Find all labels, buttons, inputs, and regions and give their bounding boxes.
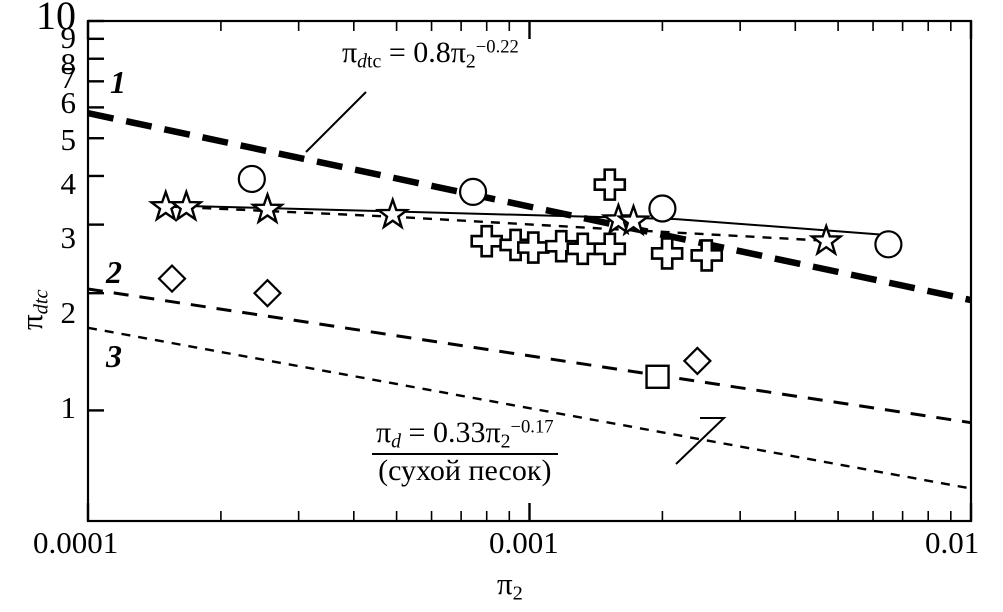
curve-label-1: 1 <box>110 64 126 100</box>
formula-bottom-leader-line <box>675 417 727 465</box>
y-tick-label-10: 10 <box>36 0 76 38</box>
marker-star <box>615 202 652 237</box>
series-markers-squares <box>645 364 670 389</box>
marker-diamond <box>252 278 283 308</box>
formula-top-exponent: −0.22 <box>475 36 519 58</box>
marker-cross <box>544 229 578 263</box>
curve-label-3: 3 <box>106 338 122 374</box>
y-axis-title: πdtc <box>14 289 53 330</box>
series-markers-diamonds <box>157 264 712 376</box>
series-line-curve-3-dashed <box>87 326 972 490</box>
series-markers-circles <box>237 164 903 259</box>
formula-bottom-rhs-pi: π <box>485 416 501 449</box>
y-axis-ticks <box>88 19 104 412</box>
series-line-curve-2-dashed <box>87 287 972 425</box>
marker-diamond <box>682 346 712 376</box>
marker-cross <box>470 224 504 258</box>
y-tick-label-3: 3 <box>60 220 77 255</box>
marker-cross <box>690 239 724 272</box>
formula-top-rhs-pi: π <box>450 36 466 69</box>
formula-bottom: πd = 0.33π2−0.17 (сухой песок) <box>372 418 558 486</box>
y-axis-title-pi: π <box>14 314 49 330</box>
marker-cross <box>566 232 600 266</box>
marker-circle <box>458 177 488 207</box>
marker-cross <box>593 232 627 266</box>
y-tick-label-8: 8 <box>60 46 77 81</box>
marker-star <box>249 190 286 225</box>
formula-bottom-lhs-sub: d <box>391 430 402 453</box>
series-line-curve-1-dashed <box>87 109 972 304</box>
marker-diamond <box>157 264 187 294</box>
formula-bottom-lhs-pi: π <box>376 416 392 449</box>
formula-bottom-coefficient: 0.33 <box>432 416 486 449</box>
marker-cross <box>593 168 627 201</box>
y-tick-label-6: 6 <box>60 85 77 120</box>
x-axis-ticks <box>86 21 973 521</box>
marker-circle <box>874 230 903 259</box>
y-tick-label-7: 7 <box>60 60 77 95</box>
formula-bottom-exponent: −0.17 <box>510 416 554 438</box>
series-line-fit-solid <box>168 204 889 237</box>
marker-star <box>808 222 844 257</box>
formula-top-rhs-sub: 2 <box>465 50 476 73</box>
formula-top-leader-line <box>305 91 367 153</box>
marker-square <box>645 364 670 389</box>
marker-star <box>374 196 411 230</box>
x-axis-title-pi: π <box>497 566 513 601</box>
x-tick-label-001: 0.001 <box>489 525 559 560</box>
x-axis-title: π2 <box>497 568 523 604</box>
x-tick-label-0001: 0.0001 <box>33 525 119 560</box>
series-markers-crosses <box>470 168 724 272</box>
marker-circle <box>237 164 266 194</box>
y-tick-label-9: 9 <box>60 20 77 55</box>
formula-bottom-rhs-sub: 2 <box>500 430 511 453</box>
y-tick-label-5: 5 <box>60 122 77 157</box>
formula-bottom-expression: πd = 0.33π2−0.17 <box>372 416 558 456</box>
x-tick-label-01: 0.01 <box>925 525 980 560</box>
marker-circle <box>648 194 677 223</box>
curve-label-2: 2 <box>106 254 122 290</box>
marker-cross <box>650 237 684 270</box>
marker-cross <box>516 231 550 264</box>
marker-star <box>168 188 205 223</box>
y-tick-label-2: 2 <box>60 295 77 330</box>
series-markers-stars <box>148 188 844 257</box>
formula-bottom-caption: (сухой песок) <box>378 454 552 488</box>
y-axis-title-sub: dtc <box>30 289 53 315</box>
formula-top-equals: = <box>388 36 406 69</box>
formula-top-lhs-pi: π <box>342 36 358 69</box>
formula-top-coefficient: 0.8 <box>413 36 451 69</box>
formula-top-lhs-sub2: tc <box>367 50 382 73</box>
y-tick-label-1: 1 <box>60 390 77 425</box>
y-tick-label-4: 4 <box>60 166 77 201</box>
formula-top: πdtc = 0.8π2−0.22 <box>342 38 519 72</box>
marker-cross <box>499 228 532 262</box>
formula-top-lhs-sub: d <box>357 50 368 73</box>
formula-bottom-equals: = <box>408 416 426 449</box>
x-axis-title-sub: 2 <box>512 582 523 605</box>
